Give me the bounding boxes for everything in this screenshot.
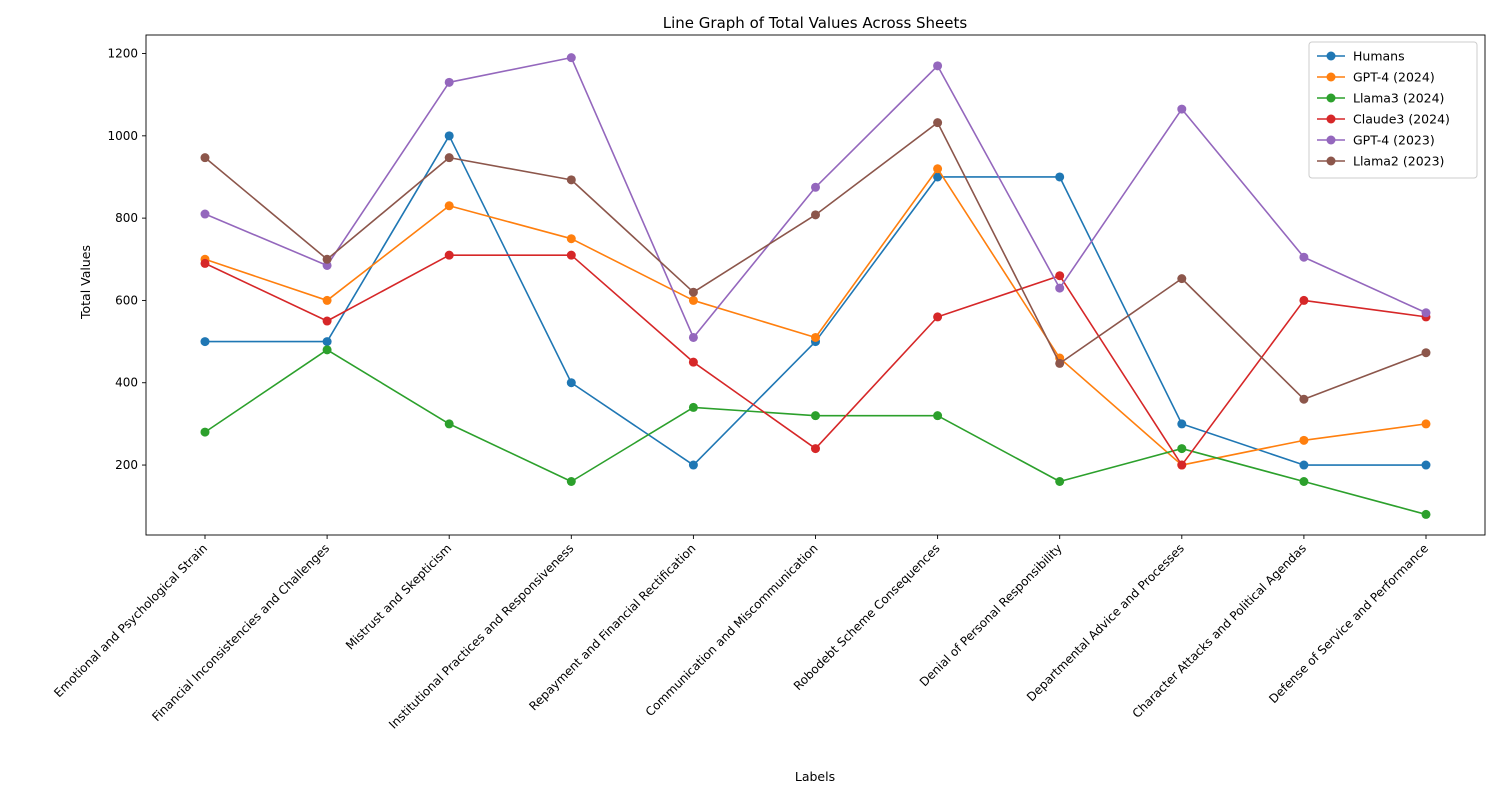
chart-title: Line Graph of Total Values Across Sheets	[663, 14, 968, 32]
data-point	[688, 287, 698, 297]
data-point	[1421, 348, 1431, 358]
legend-label: GPT-4 (2024)	[1353, 70, 1435, 85]
data-point	[1299, 295, 1309, 305]
legend-swatch-marker	[1326, 93, 1336, 103]
y-axis-label: Total Values	[78, 245, 93, 320]
y-tick-label: 400	[115, 376, 138, 390]
data-point	[811, 411, 820, 421]
legend-swatch-marker	[1326, 135, 1336, 145]
data-point	[566, 378, 576, 388]
data-point	[1299, 460, 1309, 470]
data-point	[1177, 419, 1187, 429]
data-point	[1299, 435, 1309, 445]
data-point	[933, 172, 943, 182]
y-tick-label: 1000	[107, 129, 138, 143]
data-point	[444, 201, 454, 211]
data-point	[322, 295, 332, 305]
data-point	[1177, 104, 1187, 114]
y-tick-label: 800	[115, 211, 138, 225]
data-point	[444, 131, 454, 141]
data-point	[688, 460, 698, 470]
data-point	[566, 250, 576, 260]
data-point	[1055, 283, 1065, 293]
data-point	[566, 175, 576, 185]
data-point	[322, 337, 332, 347]
data-point	[688, 295, 698, 305]
data-point	[1299, 252, 1309, 262]
data-point	[933, 411, 943, 421]
data-point	[1421, 460, 1431, 470]
data-point	[1299, 477, 1309, 487]
data-point	[322, 260, 332, 270]
data-point	[444, 153, 454, 163]
y-tick-label: 200	[115, 458, 138, 472]
data-point	[1055, 477, 1065, 487]
data-point	[1055, 172, 1065, 182]
data-point	[1421, 419, 1431, 429]
data-point	[1299, 394, 1309, 404]
data-point	[322, 345, 332, 355]
y-tick-label: 1200	[107, 47, 138, 61]
legend-label: Llama3 (2024)	[1353, 91, 1444, 106]
data-point	[200, 209, 210, 219]
data-point	[933, 118, 943, 128]
data-point	[566, 477, 576, 487]
data-point	[811, 182, 820, 192]
data-point	[688, 332, 698, 342]
data-point	[1055, 271, 1065, 281]
data-point	[688, 357, 698, 367]
data-point	[444, 250, 454, 260]
data-point	[566, 234, 576, 244]
data-point	[811, 444, 820, 454]
data-point	[322, 316, 332, 326]
legend-swatch-marker	[1326, 51, 1336, 61]
data-point	[200, 427, 210, 437]
data-point	[1177, 444, 1187, 454]
data-point	[811, 210, 820, 220]
legend-label: Humans	[1353, 49, 1405, 64]
data-point	[200, 337, 210, 347]
data-point	[1177, 274, 1187, 284]
data-point	[688, 402, 698, 412]
legend: Humans GPT-4 (2024) Llama3 (2024) Claude3 (…	[1308, 41, 1478, 179]
y-tick-label: 600	[115, 293, 138, 307]
data-point	[933, 164, 943, 174]
legend-swatch-marker	[1326, 72, 1336, 82]
data-point	[1177, 460, 1187, 470]
data-point	[933, 61, 943, 71]
legend-label: Llama2 (2023)	[1353, 154, 1444, 169]
data-point	[1421, 308, 1431, 318]
x-axis-label: Labels	[795, 769, 835, 784]
legend-label: Claude3 (2024)	[1353, 112, 1450, 127]
legend-swatch-marker	[1326, 114, 1336, 124]
legend-swatch-marker	[1326, 156, 1336, 166]
data-point	[322, 254, 332, 264]
data-point	[444, 77, 454, 87]
legend-box	[1308, 41, 1478, 179]
data-point	[444, 419, 454, 429]
data-point	[811, 332, 820, 342]
data-point	[1055, 358, 1065, 368]
data-point	[566, 53, 576, 63]
data-point	[1421, 509, 1431, 519]
data-point	[200, 153, 210, 163]
data-point	[200, 258, 210, 268]
data-point	[933, 312, 943, 322]
legend-label: GPT-4 (2023)	[1353, 133, 1435, 148]
